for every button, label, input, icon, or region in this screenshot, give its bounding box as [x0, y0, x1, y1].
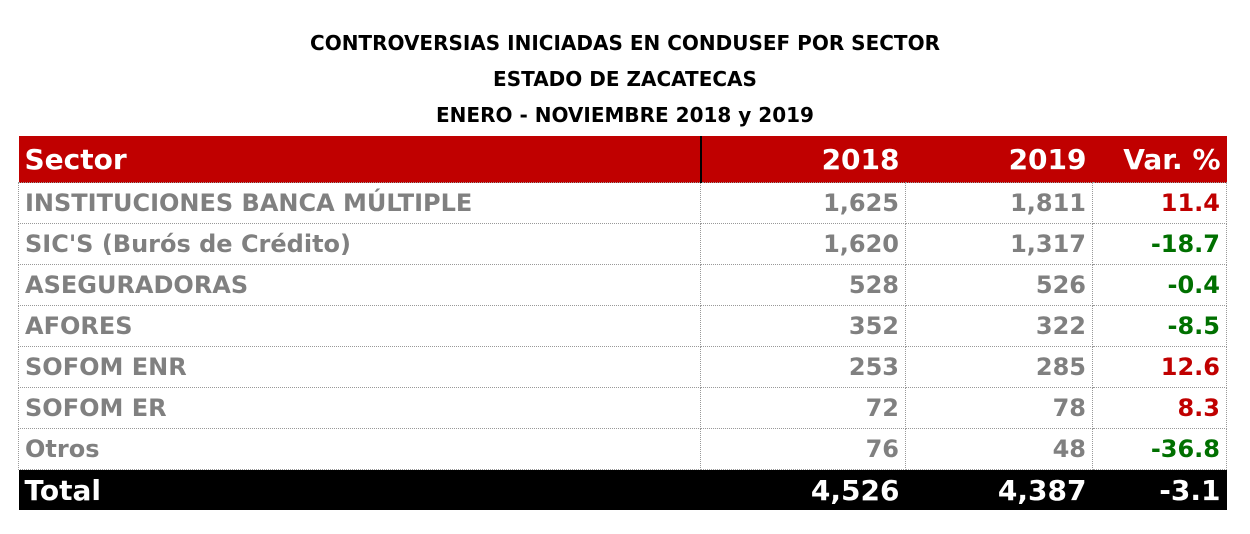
table-row: Otros 76 48 -36.8: [18, 428, 1227, 470]
total-row: Total 4,526 4,387 -3.1: [18, 469, 1227, 510]
value-2018-cell: 4,526: [700, 469, 906, 510]
value-2019-cell: 48: [905, 428, 1093, 470]
header-2018: 2018: [699, 136, 906, 183]
sector-cell: ASEGURADORAS: [18, 264, 701, 306]
var-cell: -0.4: [1092, 264, 1227, 306]
value-2019-cell: 322: [905, 305, 1093, 347]
title-block: CONTROVERSIAS INICIADAS EN CONDUSEF POR …: [0, 28, 1250, 136]
table-row: INSTITUCIONES BANCA MÚLTIPLE 1,625 1,811 11…: [18, 182, 1227, 224]
var-cell: 8.3: [1092, 387, 1227, 429]
header-row: Sector 2018 2019 Var. %: [18, 136, 1227, 183]
var-cell: 11.4: [1092, 182, 1227, 224]
value-2018-cell: 1,625: [700, 182, 906, 224]
table-row: AFORES 352 322 -8.5: [18, 305, 1227, 347]
value-2019-cell: 4,387: [905, 469, 1093, 510]
var-cell: 12.6: [1092, 346, 1227, 388]
table-row: ASEGURADORAS 528 526 -0.4: [18, 264, 1227, 306]
value-2019-cell: 1,317: [905, 223, 1093, 265]
header-var: Var. %: [1092, 136, 1227, 183]
value-2019-cell: 78: [905, 387, 1093, 429]
table-row: SOFOM ER 72 78 8.3: [18, 387, 1227, 429]
value-2018-cell: 253: [700, 346, 906, 388]
sector-cell: AFORES: [18, 305, 701, 347]
var-cell: -36.8: [1092, 428, 1227, 470]
header-2019: 2019: [905, 136, 1093, 183]
title-line-2: ESTADO DE ZACATECAS: [493, 67, 757, 91]
sector-cell: Otros: [18, 428, 701, 470]
sector-cell: INSTITUCIONES BANCA MÚLTIPLE: [18, 182, 701, 224]
value-2019-cell: 1,811: [905, 182, 1093, 224]
value-2019-cell: 285: [905, 346, 1093, 388]
value-2018-cell: 76: [700, 428, 906, 470]
sector-cell: SOFOM ENR: [18, 346, 701, 388]
sector-cell: SOFOM ER: [18, 387, 701, 429]
sector-cell: Total: [18, 469, 701, 510]
var-cell: -3.1: [1092, 469, 1227, 510]
value-2019-cell: 526: [905, 264, 1093, 306]
value-2018-cell: 1,620: [700, 223, 906, 265]
controversias-table: Sector 2018 2019 Var. % INSTITUCIONES BA…: [18, 136, 1227, 510]
value-2018-cell: 72: [700, 387, 906, 429]
title-line-3: ENERO - NOVIEMBRE 2018 y 2019: [436, 103, 814, 127]
value-2018-cell: 352: [700, 305, 906, 347]
table-row: SIC'S (Burós de Crédito) 1,620 1,317 -18.7: [18, 223, 1227, 265]
table-row: SOFOM ENR 253 285 12.6: [18, 346, 1227, 388]
header-sector: Sector: [18, 136, 701, 183]
var-cell: -8.5: [1092, 305, 1227, 347]
title-line-1: CONTROVERSIAS INICIADAS EN CONDUSEF POR …: [310, 31, 940, 55]
sector-cell: SIC'S (Burós de Crédito): [18, 223, 701, 265]
var-cell: -18.7: [1092, 223, 1227, 265]
value-2018-cell: 528: [700, 264, 906, 306]
